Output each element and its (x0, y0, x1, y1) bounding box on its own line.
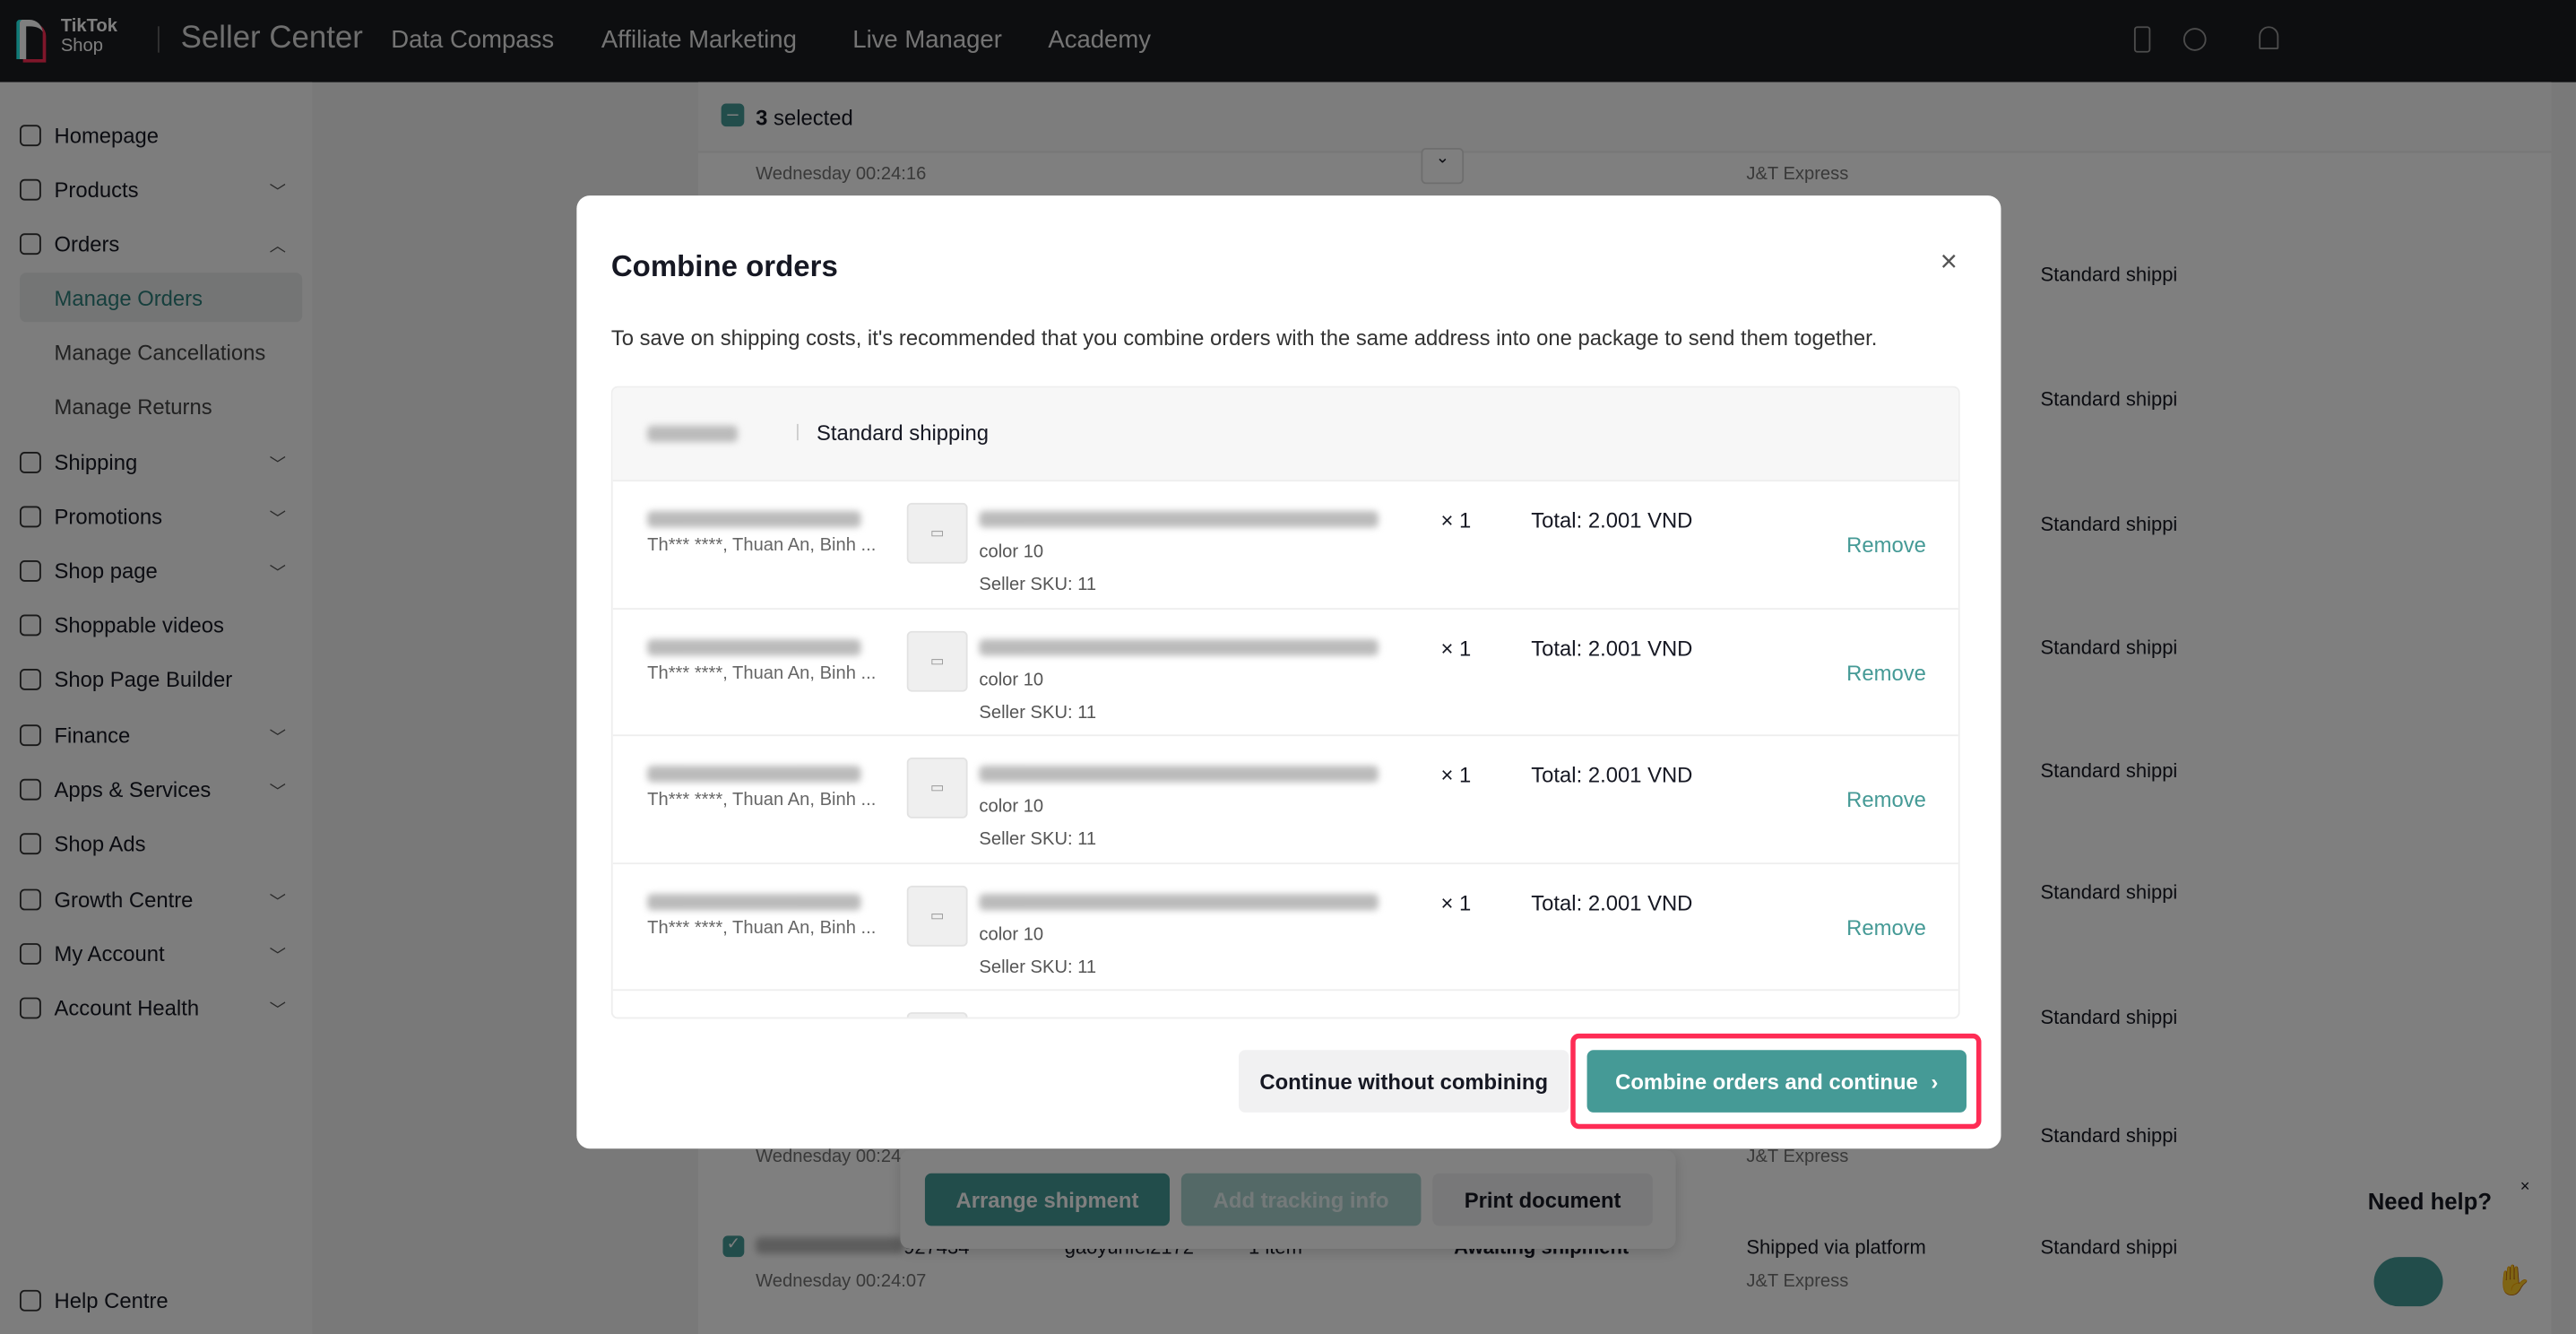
order-total: Total: 2.001 VND (1531, 635, 1693, 660)
product-variant: color 10 (979, 924, 1044, 945)
remove-link[interactable]: Remove (1846, 914, 1926, 940)
combine-orders-button[interactable]: Combine orders and continue › (1586, 1050, 1967, 1113)
chevron-right-icon: › (1931, 1069, 1939, 1094)
order-group: Standard shipping Th*** ****, Thuan An, … (610, 385, 1960, 1019)
quantity: × 1 (1440, 635, 1472, 660)
product-image-placeholder-icon: ▭ (906, 885, 968, 946)
product-variant: color 10 (979, 796, 1044, 817)
order-total: Total: 2.001 VND (1531, 762, 1693, 787)
order-row: Th*** ****, Thuan An, Binh ... ▭ color 1… (612, 862, 1958, 990)
blurred-product-name (979, 893, 1379, 910)
seller-sku: Seller SKU: 11 (979, 957, 1097, 977)
remove-link[interactable]: Remove (1846, 786, 1926, 812)
order-row: Th*** ****, Thuan An, Binh ... ▭ color 1… (612, 480, 1958, 608)
combine-orders-dialog: Combine orders × To save on shipping cos… (576, 195, 2001, 1149)
close-icon[interactable]: × (1940, 245, 1958, 278)
product-variant: color 10 (979, 669, 1044, 689)
seller-sku: Seller SKU: 11 (979, 575, 1097, 595)
product-image-placeholder-icon (906, 1012, 968, 1018)
seller-sku: Seller SKU: 11 (979, 829, 1097, 850)
order-row (612, 989, 1958, 1018)
group-shipping: Standard shipping (816, 420, 990, 446)
highlight-box (1570, 1033, 1982, 1130)
blurred-order-id (647, 893, 861, 910)
blurred-product-name (979, 766, 1379, 783)
blurred-order-id (647, 511, 861, 528)
order-total: Total: 2.001 VND (1531, 889, 1693, 915)
dialog-description: To save on shipping costs, it's recommen… (610, 325, 1878, 351)
blurred-order-id (647, 638, 861, 655)
order-total: Total: 2.001 VND (1531, 507, 1693, 533)
combine-orders-label: Combine orders and continue (1615, 1069, 1918, 1094)
order-address: Th*** ****, Thuan An, Binh ... (647, 663, 877, 683)
order-address: Th*** ****, Thuan An, Binh ... (647, 917, 877, 938)
product-image-placeholder-icon: ▭ (906, 757, 968, 819)
remove-link[interactable]: Remove (1846, 532, 1926, 558)
seller-sku: Seller SKU: 11 (979, 702, 1097, 723)
product-image-placeholder-icon: ▭ (906, 502, 968, 564)
blurred-buyer-name (647, 425, 738, 443)
blurred-product-name (979, 511, 1379, 528)
product-variant: color 10 (979, 541, 1044, 562)
group-header: Standard shipping (612, 387, 1958, 481)
order-address: Th*** ****, Thuan An, Binh ... (647, 535, 877, 556)
order-row: Th*** ****, Thuan An, Binh ... ▭ color 1… (612, 607, 1958, 735)
quantity: × 1 (1440, 507, 1472, 533)
quantity: × 1 (1440, 762, 1472, 787)
blurred-order-id (647, 766, 861, 783)
quantity: × 1 (1440, 889, 1472, 915)
remove-link[interactable]: Remove (1846, 659, 1926, 685)
order-row: Th*** ****, Thuan An, Binh ... ▭ color 1… (612, 734, 1958, 862)
blurred-product-name (979, 638, 1379, 655)
order-address: Th*** ****, Thuan An, Binh ... (647, 790, 877, 810)
continue-without-combining-button[interactable]: Continue without combining (1239, 1050, 1569, 1113)
dialog-title: Combine orders (610, 249, 838, 283)
product-image-placeholder-icon: ▭ (906, 629, 968, 691)
